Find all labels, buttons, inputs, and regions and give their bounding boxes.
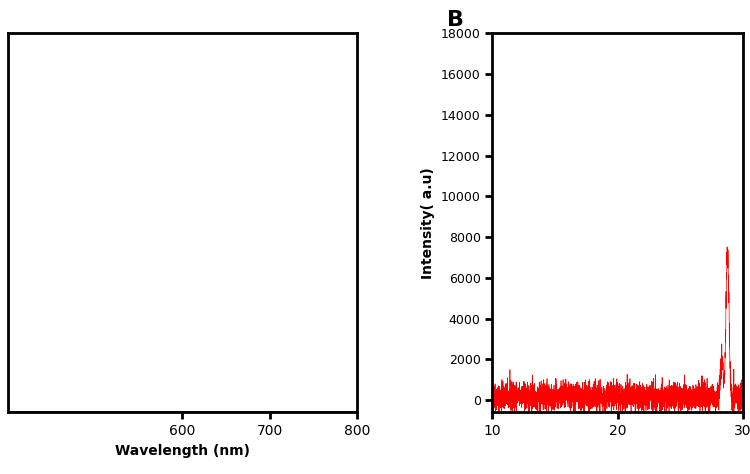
Y-axis label: Intensity( a.u): Intensity( a.u): [422, 167, 435, 279]
X-axis label: Wavelength (nm): Wavelength (nm): [115, 444, 250, 458]
Text: B: B: [448, 10, 464, 30]
